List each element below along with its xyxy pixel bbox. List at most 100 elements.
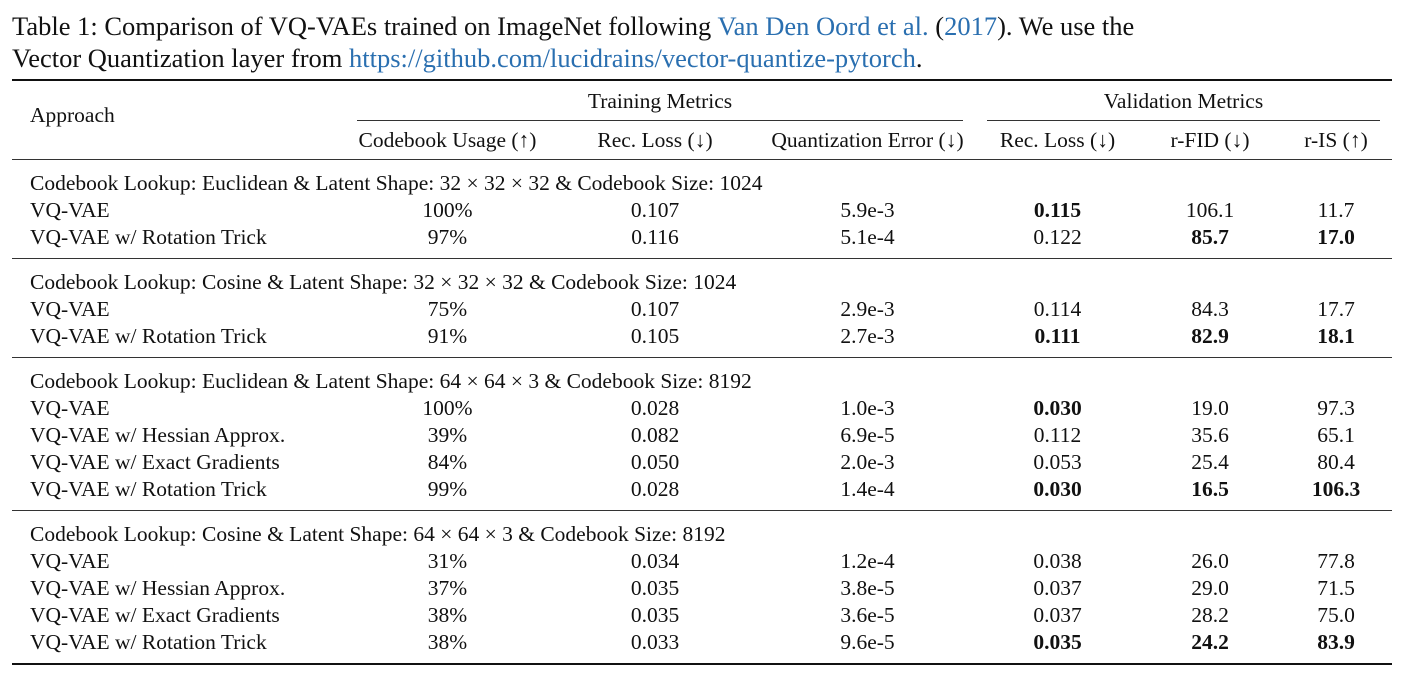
group-header-row: Codebook Lookup: Cosine & Latent Shape: … [12, 258, 1393, 296]
metric-cell: 99% [345, 476, 550, 511]
metric-cell: 37% [345, 575, 550, 602]
value: 29.0 [1191, 576, 1229, 600]
value: 28.2 [1191, 603, 1229, 627]
value: 11.7 [1317, 198, 1355, 222]
header-validation-metrics: Validation Metrics [975, 80, 1392, 121]
value: 25.4 [1191, 450, 1229, 474]
value: 0.050 [630, 450, 680, 474]
metric-cell: 1.0e-3 [760, 395, 975, 422]
github-url-link[interactable]: https://github.com/lucidrains/vector-qua… [349, 43, 916, 73]
metric-cell: 28.2 [1140, 602, 1280, 629]
header-train-rec-loss: Rec. Loss (↓) [597, 127, 713, 152]
value: 5.1e-4 [840, 225, 895, 249]
caption-text: Table 1: Comparison of VQ-VAEs trained o… [12, 11, 718, 41]
metric-cell: 38% [345, 602, 550, 629]
metric-cell: 1.2e-4 [760, 548, 975, 575]
metric-cell: 0.082 [550, 422, 760, 449]
metric-cell: 0.115 [975, 197, 1140, 224]
metric-cell: 75% [345, 296, 550, 323]
metric-cell: 17.7 [1280, 296, 1392, 323]
best-value: 0.030 [1033, 477, 1082, 501]
header-codebook-usage: Codebook Usage (↑) [358, 127, 537, 152]
value: 0.034 [630, 549, 680, 573]
group-title: Codebook Lookup: Euclidean & Latent Shap… [12, 357, 1393, 395]
table-row: VQ-VAE w/ Rotation Trick 99% 0.028 1.4e-4 0.… [12, 476, 1392, 511]
metric-cell: 35.6 [1140, 422, 1280, 449]
metric-cell: 97% [345, 224, 550, 259]
metric-cell: 0.038 [975, 548, 1140, 575]
best-value: 0.035 [1033, 630, 1082, 654]
value: 106.1 [1185, 198, 1235, 222]
metric-cell: 0.035 [975, 629, 1140, 664]
table-row: VQ-VAE w/ Exact Gradients 38% 0.035 3.6e-5 0… [12, 602, 1392, 629]
value: 3.8e-5 [840, 576, 895, 600]
metric-cell: 75.0 [1280, 602, 1392, 629]
value: 0.037 [1033, 576, 1082, 600]
table-row: VQ-VAE w/ Hessian Approx. 37% 0.035 3.8e-5 0… [12, 575, 1392, 602]
table-row: VQ-VAE w/ Rotation Trick 97% 0.116 5.1e-4 0.… [12, 224, 1392, 259]
value: 99% [427, 477, 468, 501]
caption-text: ( [928, 11, 945, 41]
header-val-rec-loss: Rec. Loss (↓) [999, 127, 1116, 152]
value: 1.4e-4 [840, 477, 895, 501]
metric-cell: 0.030 [975, 476, 1140, 511]
metric-cell: 39% [345, 422, 550, 449]
value: 84% [427, 450, 468, 474]
metric-cell: 1.4e-4 [760, 476, 975, 511]
group-title: Codebook Lookup: Euclidean & Latent Shap… [12, 159, 1393, 197]
value: 65.1 [1317, 423, 1355, 447]
group-title: Codebook Lookup: Cosine & Latent Shape: … [12, 258, 1393, 296]
header-approach: Approach [30, 103, 115, 127]
citation-link-year[interactable]: 2017 [944, 11, 998, 41]
value: 26.0 [1191, 549, 1229, 573]
metric-cell: 0.105 [550, 323, 760, 358]
metric-cell: 0.028 [550, 395, 760, 422]
best-value: 83.9 [1317, 630, 1355, 654]
metric-cell: 6.9e-5 [760, 422, 975, 449]
metric-cell: 100% [345, 395, 550, 422]
approach-name: VQ-VAE w/ Rotation Trick [30, 324, 267, 348]
metric-cell: 0.030 [975, 395, 1140, 422]
approach-name: VQ-VAE w/ Hessian Approx. [30, 423, 286, 447]
metric-cell: 3.8e-5 [760, 575, 975, 602]
metric-cell: 0.114 [975, 296, 1140, 323]
metric-cell: 0.035 [550, 575, 760, 602]
value: 0.122 [1033, 225, 1082, 249]
approach-name: VQ-VAE w/ Rotation Trick [30, 477, 267, 501]
best-value: 0.030 [1033, 396, 1082, 420]
metric-cell: 38% [345, 629, 550, 664]
value: 0.037 [1033, 603, 1082, 627]
citation-link-authors[interactable]: Van Den Oord et al. [717, 11, 929, 41]
value: 0.082 [630, 423, 680, 447]
metric-cell: 16.5 [1140, 476, 1280, 511]
results-table: Approach Training Metrics Validation Met… [12, 79, 1393, 665]
value: 39% [427, 423, 468, 447]
metric-cell: 2.7e-3 [760, 323, 975, 358]
approach-name: VQ-VAE [30, 198, 110, 222]
metric-cell: 19.0 [1140, 395, 1280, 422]
metric-cell: 77.8 [1280, 548, 1392, 575]
value: 75% [427, 297, 468, 321]
value: 35.6 [1191, 423, 1229, 447]
best-value: 24.2 [1191, 630, 1229, 654]
value: 84.3 [1191, 297, 1229, 321]
value: 2.0e-3 [840, 450, 895, 474]
header-quantization-error: Quantization Error (↓) [771, 127, 964, 152]
caption-text: Vector Quantization layer from [12, 43, 350, 73]
metric-cell: 26.0 [1140, 548, 1280, 575]
value: 0.107 [630, 297, 680, 321]
value: 0.035 [630, 603, 680, 627]
metric-cell: 0.107 [550, 197, 760, 224]
metric-cell: 83.9 [1280, 629, 1392, 664]
table-row: VQ-VAE 100% 0.028 1.0e-3 0.030 19.0 97.3 [12, 395, 1392, 422]
metric-cell: 0.053 [975, 449, 1140, 476]
value: 3.6e-5 [840, 603, 895, 627]
metric-cell: 0.035 [550, 602, 760, 629]
value: 80.4 [1317, 450, 1355, 474]
metric-cell: 80.4 [1280, 449, 1392, 476]
approach-name: VQ-VAE w/ Exact Gradients [30, 450, 280, 474]
value: 0.038 [1033, 549, 1082, 573]
value: 31% [427, 549, 468, 573]
metric-cell: 97.3 [1280, 395, 1392, 422]
best-value: 85.7 [1191, 225, 1229, 249]
